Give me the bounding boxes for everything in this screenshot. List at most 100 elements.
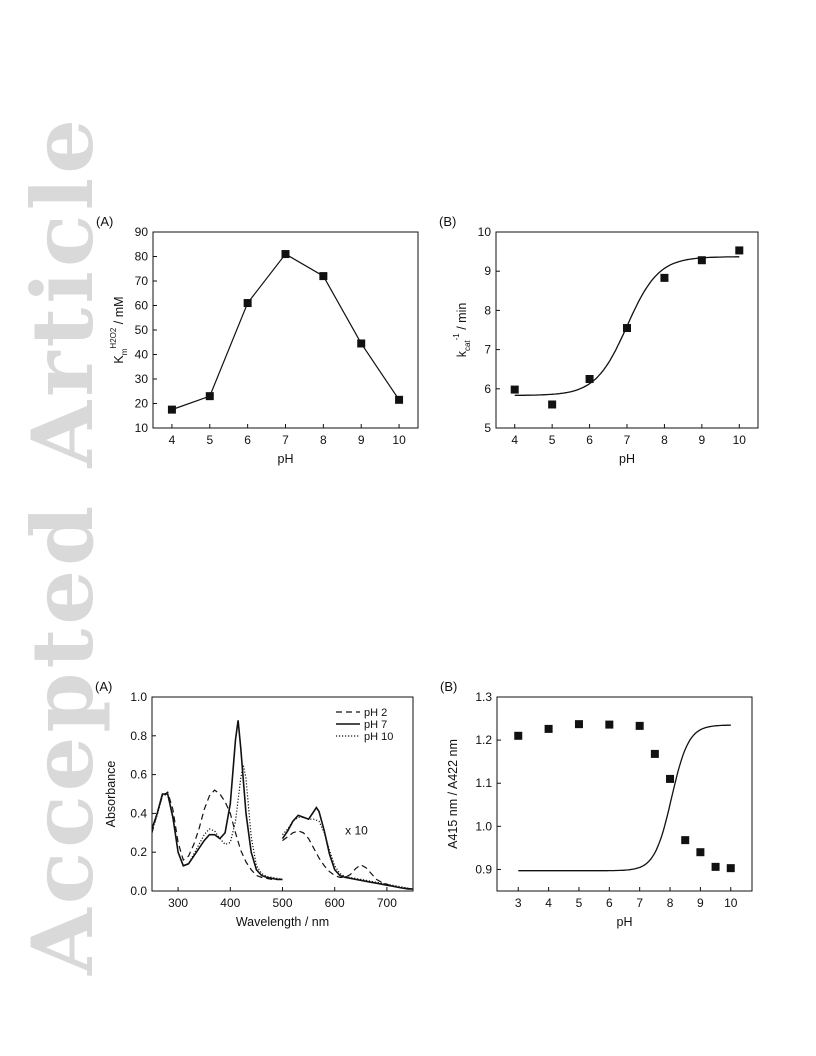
legend-label: pH 10 (364, 731, 393, 743)
data-point-marker (711, 862, 720, 871)
data-point-marker (395, 395, 404, 404)
y-tick-label: 10 (478, 225, 492, 239)
data-point-marker (585, 375, 594, 383)
x-tick-label: 600 (325, 896, 345, 910)
x-tick-label: 9 (358, 433, 365, 447)
y-tick-label: 30 (135, 372, 149, 386)
x-tick-label: 8 (661, 433, 668, 447)
spectrum-line-ph-7 (281, 806, 414, 890)
y-tick-label: 1.2 (475, 733, 492, 747)
panel-label: (B) (440, 679, 457, 694)
y-tick-label: 1.0 (475, 819, 492, 833)
plot-frame (152, 231, 419, 429)
x-tick-label: 9 (697, 896, 704, 910)
figure-1b-kcat-vs-ph: 4 5 6 7 8 9 10 5 6 7 8 9 10 (B) pH kcat-1 / min (439, 214, 759, 466)
y-tick-label: 9 (484, 264, 491, 278)
x-tick-label: 6 (244, 433, 251, 447)
y-tick-label: 0.4 (130, 806, 147, 820)
y-tick-label: 40 (135, 348, 149, 362)
data-point-marker (357, 339, 366, 348)
data-point-marker (605, 720, 614, 729)
x-tick-label: 10 (724, 896, 738, 910)
data-point-marker (666, 774, 675, 783)
y-tick-label: 1.1 (475, 776, 492, 790)
data-point-marker (660, 273, 669, 282)
data-point-marker (650, 749, 659, 758)
data-point-marker (514, 731, 523, 740)
legend-label: pH 7 (364, 719, 387, 731)
y-tick-label: 0.8 (130, 729, 147, 743)
x-axis-label: pH (617, 915, 633, 929)
x-tick-label: 8 (320, 433, 327, 447)
x-tick-label: 5 (206, 433, 213, 447)
x-tick-label: 3 (515, 896, 522, 910)
x-axis-label: pH (278, 452, 294, 466)
y-tick-label: 0.9 (475, 862, 492, 876)
legend-label: pH 2 (364, 707, 387, 719)
figure-2b-absorbance-ratio-vs-ph: 3 4 5 6 7 8 9 10 0.9 1.0 1.1 1.2 1.3 (B) pH A415 nm / A… (440, 679, 753, 929)
y-tick-label: 5 (484, 421, 491, 435)
x-tick-label: 700 (377, 896, 397, 910)
x-tick-label: 4 (511, 433, 518, 447)
x-tick-label: 5 (576, 896, 583, 910)
y-tick-label: 8 (484, 303, 491, 317)
data-point-marker (167, 405, 176, 414)
x-tick-label: 7 (624, 433, 631, 447)
y-tick-label: 1.3 (475, 690, 492, 704)
y-tick-label: 0.0 (130, 884, 147, 898)
spectrum-line-ph-10 (151, 764, 283, 880)
x-tick-label: 10 (733, 433, 747, 447)
data-point-marker (544, 724, 553, 733)
plot-frame (496, 696, 753, 892)
x-tick-label: 500 (272, 896, 292, 910)
data-point-marker (696, 848, 705, 857)
spectrum-line-ph-7 (151, 720, 283, 881)
panel-label: (A) (96, 214, 113, 229)
data-point-marker (281, 250, 290, 259)
y-axis-label: kcat-1 / min (452, 303, 472, 358)
data-point-marker (510, 385, 519, 394)
series-line (171, 253, 400, 411)
data-point-marker (635, 721, 644, 730)
figure-2a-absorbance-spectra: 300 400 500 600 700 0.0 0.2 0.4 0.6 0.8 1.0 (A) Wave… (95, 679, 414, 929)
y-tick-label: 80 (135, 250, 149, 264)
panel-label: (B) (439, 214, 456, 229)
y-tick-label: 50 (135, 323, 149, 337)
data-point-marker (726, 864, 735, 873)
spectrum-line-ph-2 (151, 789, 283, 881)
x-tick-label: 400 (220, 896, 240, 910)
x-tick-label: 4 (545, 896, 552, 910)
x-axis-label: pH (619, 452, 635, 466)
x-tick-label: 6 (586, 433, 593, 447)
x-tick-label: 5 (549, 433, 556, 447)
y-tick-label: 1.0 (130, 690, 147, 704)
y-tick-label: 0.6 (130, 768, 147, 782)
y-tick-label: 70 (135, 274, 149, 288)
data-point-marker (243, 299, 252, 308)
data-point-marker (574, 720, 583, 729)
data-point-marker (205, 392, 214, 401)
y-tick-label: 90 (135, 225, 149, 239)
y-tick-label: 6 (484, 382, 491, 396)
data-point-marker (681, 836, 690, 845)
y-axis-label: A415 nm / A422 nm (446, 739, 460, 849)
y-tick-label: 60 (135, 299, 149, 313)
x-tick-label: 9 (699, 433, 706, 447)
x-tick-label: 10 (392, 433, 406, 447)
x-tick-label: 7 (282, 433, 289, 447)
data-point-marker (697, 256, 706, 265)
x-tick-label: 4 (169, 433, 176, 447)
figure-1a-km-vs-ph: 4 5 6 7 8 9 10 10 20 30 40 50 60 70 80 90 (A) pH KmH2O2 / … (96, 214, 419, 466)
x-tick-label: 8 (667, 896, 674, 910)
data-point-marker (735, 246, 744, 255)
panel-label: (A) (95, 679, 112, 694)
y-tick-label: 7 (484, 343, 491, 357)
x-tick-label: 6 (606, 896, 613, 910)
sigmoid-fit-line (518, 724, 731, 872)
x-tick-label: 300 (168, 896, 188, 910)
data-point-marker (548, 400, 557, 409)
y-axis-label: Absorbance (104, 761, 118, 828)
data-point-marker (623, 324, 631, 333)
y-tick-label: 0.2 (130, 845, 147, 859)
